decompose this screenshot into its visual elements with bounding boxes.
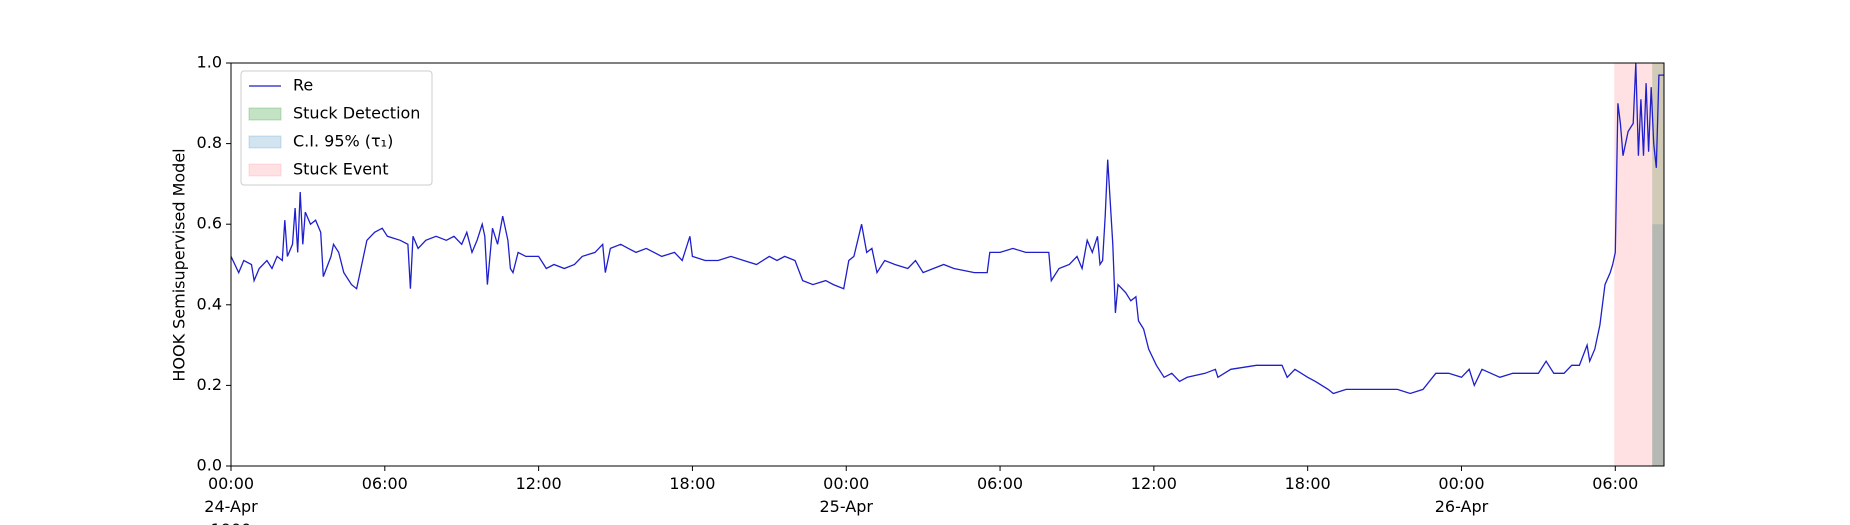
x-tick-label: 06:00: [1592, 474, 1638, 493]
y-tick-label: 0.4: [197, 294, 222, 313]
y-tick-label: 0.0: [197, 456, 222, 475]
x-tick-label: 00:00 26-Apr: [1435, 474, 1489, 516]
legend-label: C.I. 95% (τ₁): [293, 132, 393, 151]
x-tick-label: 06:00: [977, 474, 1023, 493]
y-tick-label: 0.6: [197, 214, 222, 233]
x-tick-label: 18:00: [669, 474, 715, 493]
y-tick-label: 0.2: [197, 375, 222, 394]
x-tick-label: 00:00 25-Apr: [820, 474, 874, 516]
legend-box: [240, 70, 433, 186]
y-tick-label: 1.0: [197, 53, 222, 72]
x-tick-label: 18:00: [1285, 474, 1331, 493]
y-tick-label: 0.8: [197, 133, 222, 152]
x-tick-label: 06:00: [362, 474, 408, 493]
span: [1614, 63, 1664, 466]
span: [1652, 224, 1664, 466]
legend-swatch: [248, 107, 282, 121]
span: [1652, 63, 1664, 466]
axes-frame: [230, 62, 1665, 467]
legend-label: Stuck Detection: [293, 104, 420, 123]
legend-label: Re: [293, 76, 313, 95]
x-tick-label: 12:00: [516, 474, 562, 493]
legend-swatch: [248, 163, 282, 177]
y-axis-label: HOOK Semisupervised Model: [170, 148, 189, 381]
x-tick-label: 12:00: [1131, 474, 1177, 493]
line: [230, 62, 1664, 395]
legend-swatch: [248, 135, 282, 149]
legend-label: Stuck Event: [293, 160, 389, 179]
